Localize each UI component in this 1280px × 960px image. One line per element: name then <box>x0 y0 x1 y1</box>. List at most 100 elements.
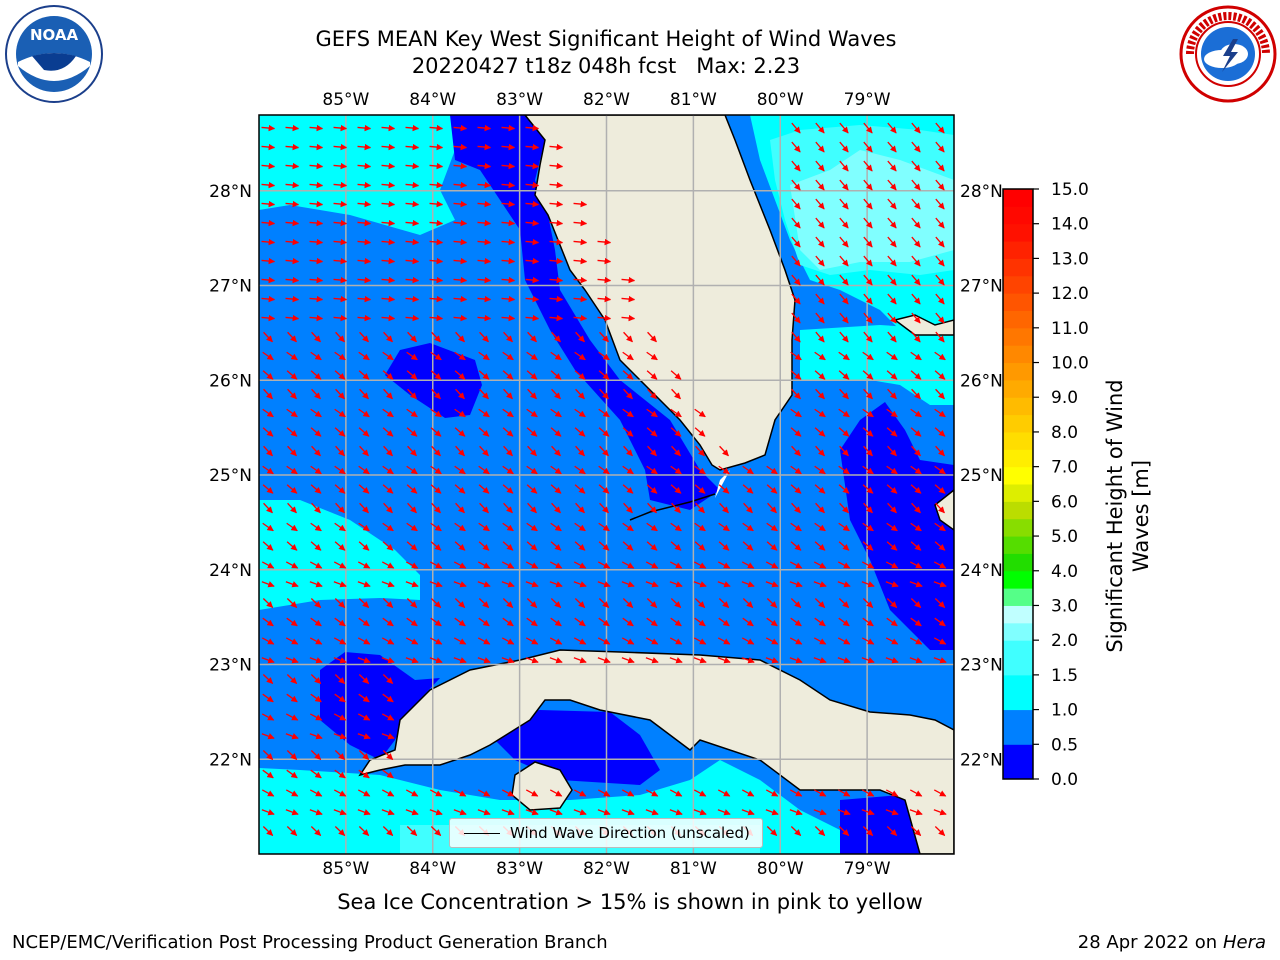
wind-wave-arrow <box>622 522 634 532</box>
wind-wave-arrow <box>334 826 346 836</box>
wind-wave-arrow <box>815 388 825 400</box>
wind-wave-arrow <box>550 484 562 494</box>
wind-wave-arrow <box>887 255 897 267</box>
wind-wave-arrow <box>886 351 898 361</box>
wind-wave-arrow <box>333 809 347 816</box>
wind-wave-arrow <box>549 314 564 322</box>
wind-wave-arrow <box>766 617 778 627</box>
wind-wave-arrow <box>309 200 324 208</box>
wind-wave-arrow <box>334 465 346 475</box>
wind-wave-arrow <box>694 541 706 551</box>
wind-wave-arrow <box>910 465 922 475</box>
wind-wave-arrow <box>742 541 754 551</box>
colorbar-segment <box>1003 484 1033 502</box>
wind-wave-arrow <box>622 484 634 494</box>
wind-wave-arrow <box>549 276 564 284</box>
wind-wave-arrow <box>599 445 609 457</box>
wind-wave-arrow <box>525 637 539 645</box>
wind-wave-arrow <box>525 143 540 151</box>
wind-wave-arrow <box>430 598 442 608</box>
wind-wave-arrow <box>694 408 706 418</box>
wind-wave-arrow <box>550 598 562 608</box>
wind-wave-arrow <box>477 238 492 246</box>
wind-wave-arrow <box>934 522 946 532</box>
wind-wave-arrow <box>621 314 636 322</box>
wind-wave-arrow <box>381 295 396 303</box>
wind-wave-arrow <box>357 200 372 208</box>
wind-wave-arrow <box>645 809 659 816</box>
wind-wave-arrow <box>454 465 466 475</box>
wind-wave-arrow <box>405 238 420 246</box>
wind-wave-arrow <box>309 637 323 645</box>
wind-wave-arrow <box>551 502 561 514</box>
wind-wave-arrow <box>863 122 873 134</box>
wind-wave-arrow <box>334 674 346 684</box>
wind-wave-arrow <box>573 314 588 322</box>
wind-wave-arrow <box>382 693 394 703</box>
wind-wave-arrow <box>478 522 490 532</box>
wind-wave-arrow <box>309 314 324 322</box>
wind-wave-arrow <box>814 408 826 418</box>
wind-wave-arrow <box>694 598 706 608</box>
wind-wave-arrow <box>575 502 585 514</box>
wind-wave-arrow <box>333 713 347 721</box>
wind-wave-arrow <box>525 124 540 132</box>
wind-wave-arrow <box>646 598 658 608</box>
wind-wave-arrow <box>935 255 945 267</box>
wind-wave-arrow <box>357 238 372 246</box>
wind-wave-arrow <box>309 162 324 170</box>
colorbar-tick-label: 14.0 <box>1051 215 1089 235</box>
wind-wave-arrow <box>622 465 634 475</box>
wind-wave-arrow <box>333 637 347 645</box>
wind-wave-arrow <box>693 561 707 569</box>
wind-wave-arrow <box>551 388 561 400</box>
wind-wave-arrow <box>406 408 418 418</box>
wind-wave-arrow <box>310 408 322 418</box>
wind-wave-arrow <box>598 351 610 361</box>
wind-wave-arrow <box>525 789 539 797</box>
wind-wave-arrow <box>477 581 491 588</box>
wind-wave-arrow <box>839 141 849 153</box>
wind-wave-arrow <box>310 598 322 608</box>
wind-wave-arrow <box>934 484 946 494</box>
wind-wave-arrow <box>501 238 516 246</box>
wind-wave-arrow <box>357 181 372 189</box>
wind-wave-arrow <box>453 181 468 189</box>
wind-wave-arrow <box>647 388 657 400</box>
wind-wave-arrow <box>430 351 442 361</box>
wind-wave-arrow <box>694 617 706 627</box>
wind-wave-arrow <box>310 427 322 437</box>
wind-wave-arrow <box>863 236 873 248</box>
wind-wave-arrow <box>911 274 921 286</box>
wind-wave-arrow <box>911 312 921 324</box>
wind-wave-arrow <box>334 598 346 608</box>
wind-wave-arrow <box>334 370 346 380</box>
wind-wave-arrow <box>862 522 874 532</box>
wind-wave-arrow <box>887 236 897 248</box>
wind-wave-arrow <box>839 236 849 248</box>
wind-wave-arrow <box>382 351 394 361</box>
wind-wave-arrow <box>741 637 755 645</box>
wind-wave-arrow <box>885 809 899 816</box>
wind-wave-arrow <box>405 637 419 645</box>
wind-wave-arrow <box>478 370 490 380</box>
wind-wave-arrow <box>357 809 371 816</box>
wind-wave-arrow <box>309 657 323 664</box>
wind-wave-arrow <box>597 561 611 569</box>
lat-label-right: 25°N <box>960 466 1003 486</box>
lon-label-bottom: 81°W <box>670 859 717 879</box>
wind-wave-arrow <box>887 445 897 457</box>
colorbar-tick-label: 7.0 <box>1051 458 1078 478</box>
wind-wave-arrow <box>623 502 633 514</box>
colorbar-tick-label: 6.0 <box>1051 492 1078 512</box>
wind-wave-arrow <box>717 789 731 797</box>
wind-wave-arrow <box>381 733 395 740</box>
wind-wave-arrow <box>406 370 418 380</box>
wind-wave-arrow <box>525 657 539 664</box>
noaa-logo-text: NOAA <box>30 26 79 44</box>
wind-wave-arrow <box>383 445 393 457</box>
wind-wave-arrow <box>381 257 396 265</box>
wind-wave-arrow <box>646 427 658 437</box>
wind-wave-arrow <box>526 408 538 418</box>
wind-wave-arrow <box>862 484 874 494</box>
